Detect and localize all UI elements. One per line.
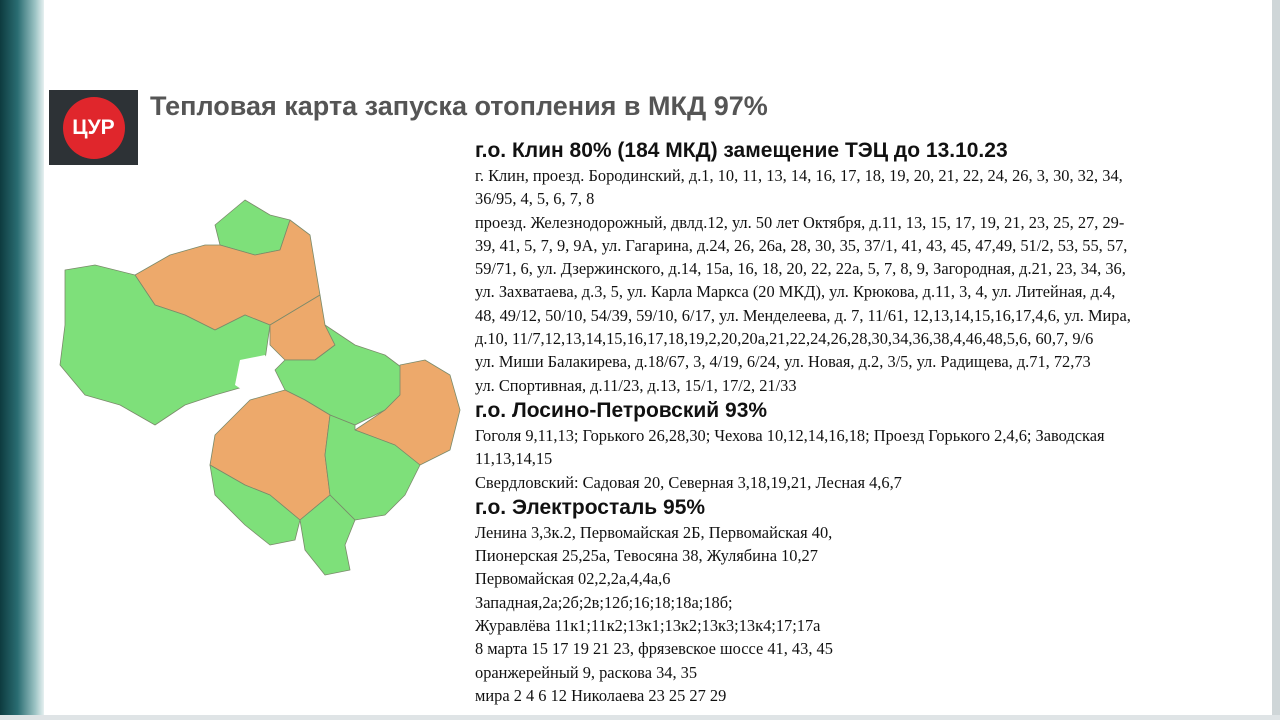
district [209, 464, 301, 546]
address-line: Ленина 3,3к.2, Первомайская 2Б, Первомай… [475, 522, 833, 542]
address-line: оранжерейный 9, раскова 34, 35 [475, 662, 698, 682]
district [299, 494, 356, 576]
bottom-edge [0, 715, 1280, 720]
address-line: 36/95, 4, 5, 6, 7, 8 [475, 189, 595, 209]
left-edge [0, 0, 44, 720]
city [235, 355, 275, 395]
text-block: г.о. Клин 80% (184 МКД) замещение ТЭЦ до… [475, 137, 1275, 707]
right-edge [1272, 0, 1280, 720]
address-line: проезд. Железнодорожный, двлд.12, ул. 50… [475, 212, 1125, 232]
address-line: Первомайская 02,2,2а,4,4а,6 [475, 569, 671, 589]
address-line: г. Клин, проезд. Бородинский, д.1, 10, 1… [475, 166, 1123, 185]
region-map [59, 199, 461, 576]
district [324, 414, 421, 521]
address-line: Гоголя 9,11,13; Горького 26,28,30; Чехов… [475, 425, 1105, 445]
address-line: 48, 49/12, 50/10, 54/39, 59/10, 6/17, ул… [475, 305, 1131, 325]
section-heading: г.о. Клин 80% (184 МКД) замещение ТЭЦ до… [475, 139, 1008, 162]
address-line: ул. Спортивная, д.11/23, д.13, 15/1, 17/… [475, 375, 797, 395]
address-line: Журавлёва 11к1;11к2;13к1;13к2;13к3;13к4;… [475, 616, 821, 636]
address-line: Пионерская 25,25а, Тевосяна 38, Жулябина… [475, 546, 818, 566]
address-line: мира 2 4 6 12 Николаева 23 25 27 29 [475, 685, 727, 705]
address-line: 8 марта 15 17 19 21 23, фрязевское шоссе… [475, 639, 833, 659]
logo-text: ЦУР [62, 96, 125, 159]
address-line: 59/71, 6, ул. Дзержинского, д.14, 15а, 1… [475, 259, 1126, 279]
address-line: д.10, 11/7,12,13,14,15,16,17,18,19,2,20,… [475, 329, 1094, 349]
title: Тепловая карта запуска отопления в МКД 9… [150, 91, 768, 121]
logo: ЦУР [49, 90, 138, 165]
address-line: 39, 41, 5, 7, 9, 9А, ул. Гагарина, д.24,… [475, 235, 1128, 255]
address-line: Свердловский: Садовая 20, Северная 3,18,… [475, 472, 902, 492]
address-line: Западная,2а;2б;2в;12б;16;18;18а;18б; [475, 592, 733, 612]
section-heading: г.о. Лосино-Петровский 93% [475, 398, 768, 422]
address-line: ул. Миши Балакирева, д.18/67, 3, 4/19, 6… [475, 352, 1091, 372]
address-line: 11,13,14,15 [475, 449, 553, 469]
section-heading: г.о. Электросталь 95% [475, 495, 706, 519]
address-line: ул. Захватаева, д.3, 5, ул. Карла Маркса… [475, 282, 1116, 302]
